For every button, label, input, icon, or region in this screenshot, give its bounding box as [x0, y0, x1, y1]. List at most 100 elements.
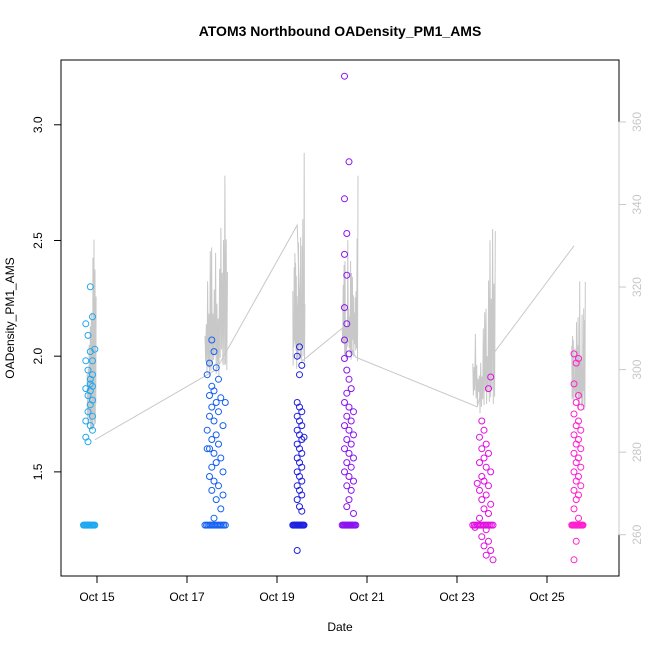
- data-point: [570, 380, 578, 388]
- data-point: [86, 283, 94, 291]
- data-point: [341, 422, 348, 430]
- data-point: [208, 436, 216, 443]
- data-point: [575, 392, 582, 399]
- data-point: [298, 507, 306, 515]
- data-point: [89, 313, 96, 321]
- data-point: [208, 336, 216, 344]
- data-point: [482, 491, 490, 499]
- data-point: [487, 547, 495, 554]
- data-point: [347, 463, 355, 471]
- data-point: [221, 399, 229, 406]
- data-point: [212, 364, 220, 372]
- data-point: [341, 336, 348, 344]
- data-point: [341, 250, 348, 258]
- data-point: [350, 510, 357, 517]
- data-point: [570, 505, 578, 513]
- data-point: [476, 514, 483, 522]
- data-point: [570, 556, 578, 564]
- data-point: [478, 445, 486, 453]
- data-point: [341, 468, 348, 476]
- data-point: [91, 345, 99, 353]
- data-point: [345, 350, 353, 358]
- data-point: [296, 343, 303, 351]
- data-point: [570, 468, 578, 476]
- data-point: [298, 408, 306, 416]
- data-point: [343, 503, 351, 511]
- data-point: [298, 436, 306, 443]
- data-point: [345, 496, 353, 504]
- data-point: [343, 482, 351, 490]
- data-point: [84, 366, 92, 374]
- data-point: [215, 482, 222, 490]
- data-point: [577, 426, 585, 434]
- data-point: [298, 477, 306, 485]
- data-point: [293, 496, 301, 504]
- data-point: [489, 556, 497, 564]
- data-point: [212, 431, 220, 439]
- data-point: [476, 433, 483, 441]
- data-point: [487, 500, 495, 508]
- data-point: [84, 392, 92, 399]
- data-point: [480, 454, 488, 462]
- data-point: [343, 389, 351, 397]
- data-point: [210, 449, 218, 457]
- secondary-spike-burst: [204, 175, 228, 377]
- data-point: [350, 477, 357, 485]
- data-point: [206, 392, 213, 399]
- right-y-tick-label: 300: [630, 359, 644, 379]
- data-point: [208, 486, 216, 494]
- data-point: [208, 463, 216, 471]
- data-point: [345, 473, 353, 480]
- data-point: [482, 440, 490, 448]
- data-point: [89, 357, 96, 365]
- right-y-axis: 260 280 300 320 340 360: [618, 112, 644, 545]
- data-point: [482, 463, 490, 471]
- data-point: [293, 547, 301, 554]
- data-point: [482, 551, 490, 559]
- data-point: [577, 403, 585, 411]
- y-tick-label: 2.0: [31, 348, 45, 365]
- data-point: [206, 412, 213, 420]
- data-point: [212, 399, 220, 406]
- data-point: [219, 468, 227, 476]
- data-point: [343, 230, 351, 237]
- right-y-tick-label: 320: [630, 277, 644, 297]
- data-points-layer: [80, 72, 587, 564]
- data-point: [480, 477, 488, 485]
- data-point: [347, 417, 355, 425]
- secondary-spike-burst: [571, 281, 586, 411]
- y-tick-label: 2.5: [31, 232, 45, 249]
- data-point: [577, 463, 585, 471]
- data-point: [478, 417, 486, 425]
- data-point: [206, 359, 213, 367]
- data-point: [345, 403, 353, 411]
- data-point: [570, 350, 578, 358]
- right-y-tick-label: 360: [630, 112, 644, 132]
- data-point: [219, 422, 227, 430]
- data-point: [572, 359, 580, 367]
- data-point: [215, 408, 222, 416]
- chart-title: ATOM3 Northbound OADensity_PM1_AMS: [199, 23, 482, 39]
- data-point: [341, 195, 348, 203]
- right-y-tick-label: 340: [630, 194, 644, 214]
- data-point: [210, 417, 218, 425]
- data-point: [572, 459, 580, 467]
- secondary-spike-burst: [472, 229, 496, 414]
- data-point: [572, 496, 580, 504]
- x-tick-label: Oct 15: [79, 590, 115, 604]
- data-point: [572, 440, 580, 448]
- data-point: [89, 371, 96, 379]
- x-tick-label: Oct 17: [169, 590, 205, 604]
- data-point: [217, 505, 225, 513]
- data-point: [343, 366, 351, 374]
- data-point-floor: [579, 521, 587, 529]
- data-point: [217, 454, 225, 462]
- data-point: [345, 426, 353, 434]
- data-point: [84, 438, 92, 446]
- data-point: [203, 426, 211, 434]
- data-point: [350, 454, 357, 462]
- data-point: [341, 304, 348, 312]
- right-y-tick-label: 260: [630, 524, 644, 544]
- data-point: [347, 486, 355, 494]
